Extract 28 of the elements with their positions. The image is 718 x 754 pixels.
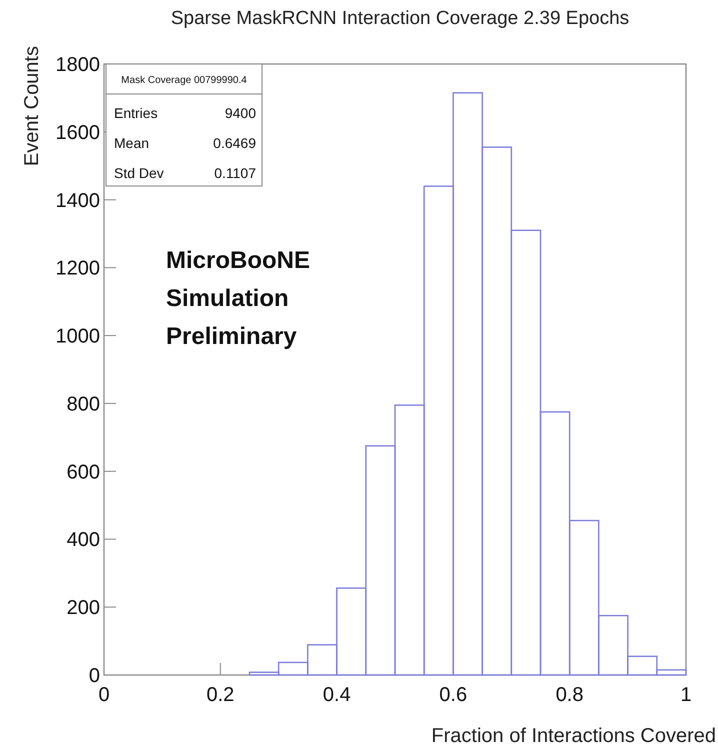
x-tick-label: 0.4 <box>322 684 351 706</box>
y-tick-label: 1000 <box>56 326 100 348</box>
chart-title: Sparse MaskRCNN Interaction Coverage 2.39 Epochs <box>170 8 630 29</box>
y-tick-label: 200 <box>66 597 100 620</box>
annotation: Simulation <box>166 285 289 312</box>
y-axis-title: Event Counts <box>21 46 43 166</box>
annotation: Std Dev <box>114 165 164 181</box>
annotation: MicroBooNE <box>166 247 310 274</box>
annotation: 0.1107 <box>214 165 256 181</box>
annotation: Preliminary <box>166 323 298 350</box>
y-tick-label: 1200 <box>56 258 100 280</box>
x-tick-label: 0.8 <box>556 684 584 706</box>
y-tick-label: 400 <box>66 529 100 552</box>
annotation: 0.6469 <box>213 135 256 151</box>
annotation: Mean <box>114 135 150 151</box>
y-tick-label: 1400 <box>56 190 100 212</box>
x-tick-label: 1 <box>680 684 692 706</box>
y-tick-label: 800 <box>66 393 100 416</box>
y-tick-label: 0 <box>88 665 100 687</box>
annotation: 9400 <box>224 105 256 121</box>
y-tick-label: 1600 <box>56 122 100 144</box>
x-tick-label: 0.6 <box>439 684 468 706</box>
annotation: Entries <box>114 105 158 121</box>
annotation: Mask Coverage 00799990.4 <box>121 75 248 86</box>
y-tick-label: 600 <box>66 461 100 484</box>
y-tick-label: 1800 <box>56 54 100 76</box>
x-tick-label: 0.2 <box>206 684 234 706</box>
x-axis-title: Fraction of Interactions Covered <box>431 725 716 747</box>
